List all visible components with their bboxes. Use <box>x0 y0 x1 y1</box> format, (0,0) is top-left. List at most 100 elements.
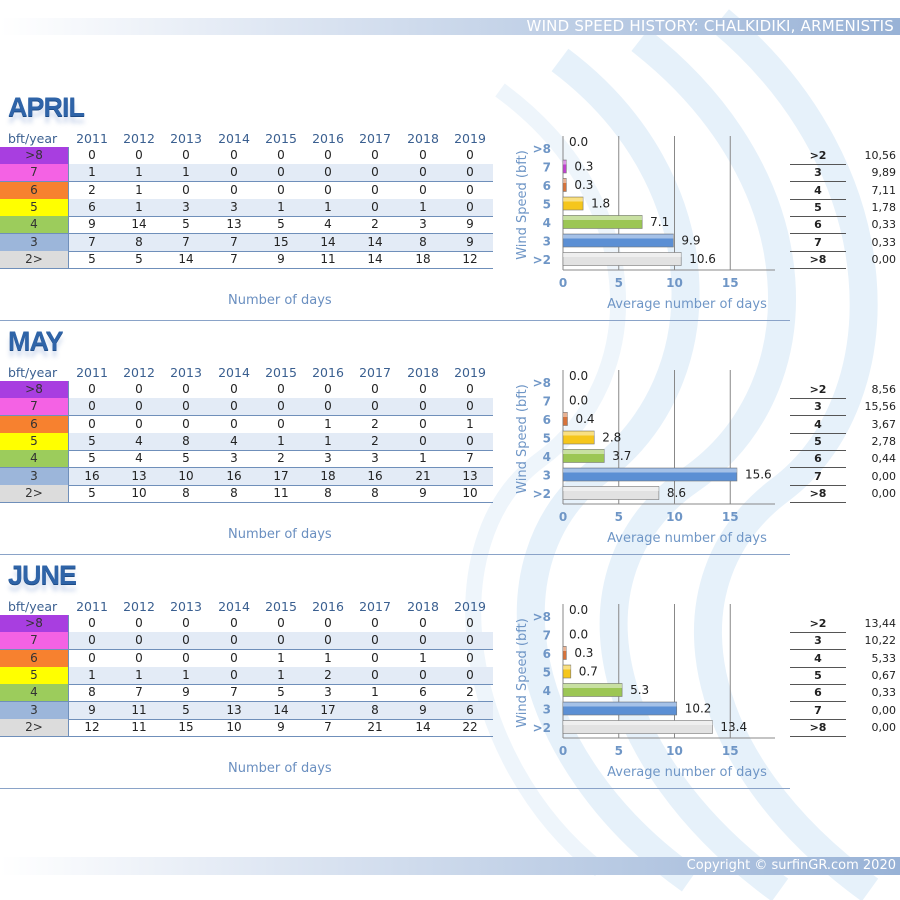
year-header: 2018 <box>407 365 439 380</box>
summary-row: 4 7,11 <box>790 182 900 200</box>
table-cell: 0 <box>371 616 379 630</box>
summary-row: >2 10,56 <box>790 147 900 165</box>
table-cell: 0 <box>419 433 427 448</box>
table-row: 3 7 8 7 7 15 14 14 8 9 <box>0 233 493 252</box>
table-cell: 17 <box>273 468 289 483</box>
table-cell: 0 <box>419 633 427 648</box>
summary-label: >2 <box>790 615 846 633</box>
x-tick-label: 5 <box>615 276 623 290</box>
table-cell: 4 <box>324 217 332 232</box>
data-label: 10.2 <box>685 702 712 716</box>
year-header: 2016 <box>312 365 344 380</box>
table-row: 7 0 0 0 0 0 0 0 0 0 <box>0 632 493 651</box>
summary-value: 0,44 <box>871 452 897 466</box>
year-header: 2012 <box>123 599 155 614</box>
table-cell: 10 <box>226 719 242 734</box>
bft-label: 5 <box>0 198 69 216</box>
table-cell: 0 <box>230 650 238 665</box>
year-header: 2012 <box>123 365 155 380</box>
corner-label: bft/year <box>8 599 58 614</box>
table-cell: 22 <box>462 719 478 734</box>
x-tick-label: 0 <box>559 510 567 524</box>
bar <box>562 646 567 660</box>
summary-value: 0,33 <box>871 686 897 700</box>
table-cell: 1 <box>182 165 190 180</box>
table-cell: 2 <box>324 667 332 682</box>
x-axis-title: Average number of days <box>607 297 767 312</box>
table-cell: 1 <box>324 433 332 448</box>
month-section-may: MAY bft/year 2011 2012 2013 2014 2015 2016 2017 2… <box>0 324 900 558</box>
data-label: 7.1 <box>650 215 669 229</box>
x-tick-label: 15 <box>722 744 739 758</box>
table-cell: 0 <box>466 148 474 162</box>
summary-value: 0,00 <box>871 486 897 500</box>
summary-value: 13,44 <box>864 617 897 630</box>
table-cell: 0 <box>324 165 332 180</box>
table-cell: 0 <box>466 650 474 665</box>
summary-row: 7 0,33 <box>790 234 900 252</box>
bar-chart-april: >8 0.0 7 0.3 6 0.3 5 1.8 4 7.1 3 9.9 >2 10.6 0 5 10 15 Ave… <box>515 135 775 312</box>
bar <box>562 486 660 500</box>
data-label: 0.0 <box>569 394 588 408</box>
table-cell: 0 <box>324 182 332 197</box>
x-tick-label: 10 <box>666 276 683 290</box>
table-cell: 14 <box>367 234 383 249</box>
summary-label: 3 <box>790 398 846 417</box>
table-cell: 2 <box>88 182 96 197</box>
table-cell: 0 <box>230 667 238 682</box>
table-cell: 0 <box>182 399 190 414</box>
y-tick-label: 4 <box>543 216 551 230</box>
summary-row: 5 1,78 <box>790 199 900 217</box>
table-cell: 0 <box>466 399 474 414</box>
summary-row: >8 0,00 <box>790 719 900 737</box>
data-label: 5.3 <box>630 683 649 697</box>
table-cell: 0 <box>324 382 332 396</box>
data-label: 2.8 <box>602 431 621 445</box>
summary-value: 5,33 <box>871 651 897 665</box>
bar <box>562 449 605 463</box>
y-tick-label: 5 <box>543 666 551 680</box>
bar-highlight <box>563 160 567 165</box>
year-header: 2012 <box>123 131 155 146</box>
table-cell: 0 <box>88 650 96 665</box>
y-tick-label: 4 <box>543 450 551 464</box>
table-cell: 0 <box>371 182 379 197</box>
month-section-june: JUNE bft/year 2011 2012 2013 2014 2015 2016 2017… <box>0 558 900 792</box>
bft-label: 4 <box>0 684 69 702</box>
copyright-text: Copyright © surfinGR.com 2020 <box>686 858 896 873</box>
y-axis-title: Wind Speed (bft) <box>515 384 530 494</box>
data-label: 9.9 <box>681 234 700 248</box>
table-cell: 5 <box>88 433 96 448</box>
table-cell: 3 <box>324 685 332 700</box>
table-cell: 0 <box>230 148 238 162</box>
year-header: 2011 <box>76 131 108 146</box>
y-tick-label: 5 <box>543 432 551 446</box>
bar-highlight <box>563 684 623 688</box>
table-cell: 2 <box>277 451 285 466</box>
table-cell: 0 <box>466 633 474 648</box>
table-cell: 0 <box>466 199 474 214</box>
bft-label: 7 <box>0 164 69 182</box>
month-title: MAY <box>8 326 64 356</box>
bar <box>562 196 584 211</box>
bar-highlight <box>563 216 643 220</box>
table-cell: 0 <box>419 165 427 180</box>
data-label: 0.0 <box>569 135 588 149</box>
table-cell: 9 <box>88 702 96 717</box>
table-cell: 5 <box>88 251 96 266</box>
footer-bar: Copyright © surfinGR.com 2020 <box>0 857 900 875</box>
summary-row: 6 0,33 <box>790 216 900 235</box>
table-cell: 7 <box>466 451 474 466</box>
data-label: 0.7 <box>579 665 598 679</box>
bar <box>562 159 567 174</box>
table-row: >8 0 0 0 0 0 0 0 0 0 <box>0 615 493 633</box>
table-cell: 0 <box>230 182 238 197</box>
table-row: 6 0 0 0 0 0 1 2 0 1 <box>0 415 493 434</box>
year-header: 2015 <box>265 365 297 380</box>
table-cell: 11 <box>131 702 147 717</box>
table-cell: 0 <box>135 148 143 162</box>
table-cell: 7 <box>324 719 332 734</box>
data-label: 0.3 <box>574 646 593 660</box>
summary-label: 4 <box>790 650 846 668</box>
table-row: 5 1 1 1 0 1 2 0 0 0 <box>0 666 493 685</box>
